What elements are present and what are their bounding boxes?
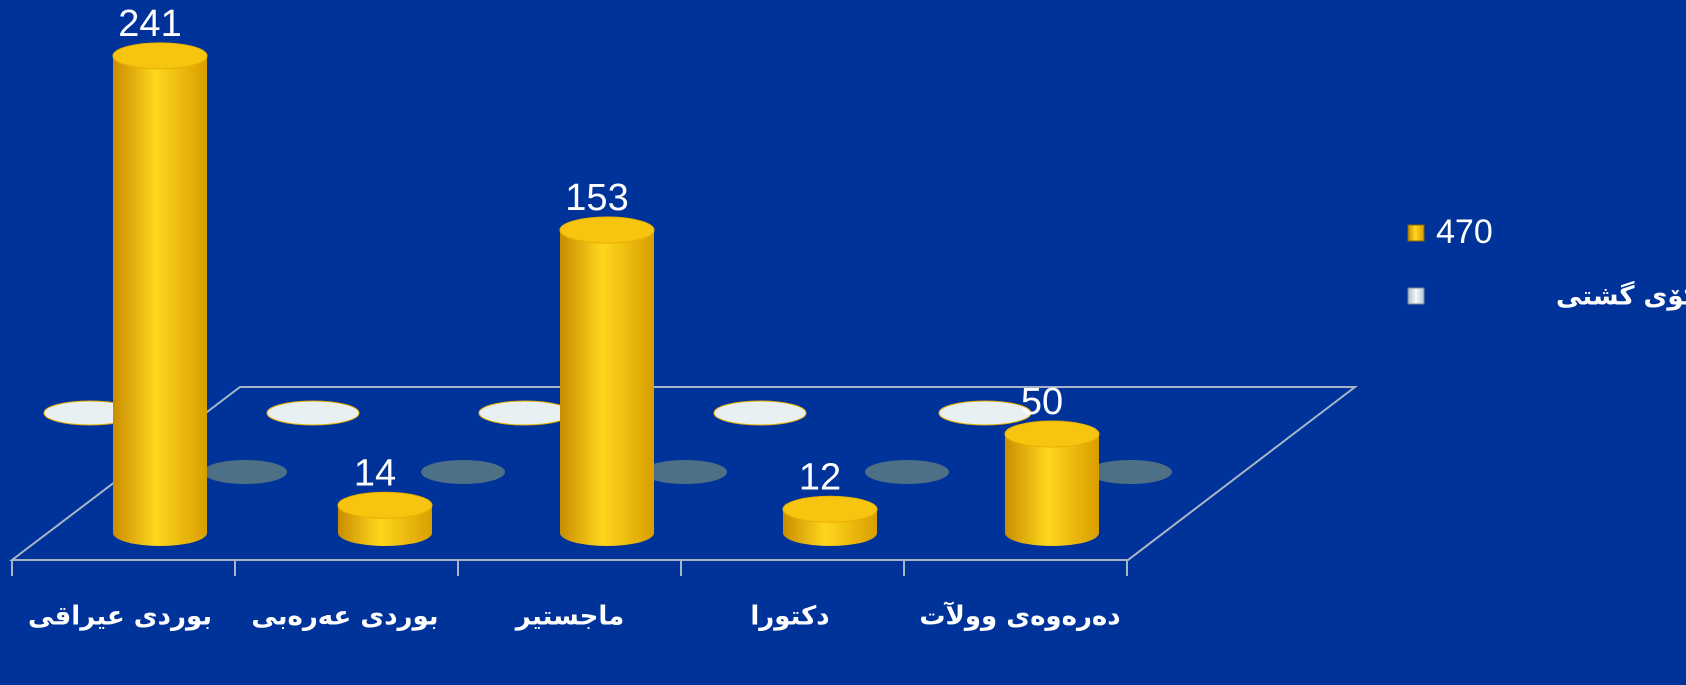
cylinder [713,400,807,426]
value-label: 12 [799,456,841,498]
cylinder [559,216,655,546]
shadow [643,460,727,484]
cylinder-top [266,400,360,426]
cylinder [337,491,433,546]
cylinder [938,400,1032,426]
value-label: 50 [1021,381,1063,423]
legend-swatch [1407,287,1425,305]
value-label: 153 [565,177,628,219]
shadow [421,460,505,484]
shadow [203,460,287,484]
cylinder-top [938,400,1032,426]
cylinder [1004,420,1100,546]
cylinder [782,495,878,546]
cylinder-top [782,495,878,523]
shadow [865,460,949,484]
cylinder-top [713,400,807,426]
x-tick-label: دکتورا [750,602,829,632]
front-row [112,42,1100,546]
value-label: 241 [118,3,181,45]
legend-label: 470 [1436,213,1493,251]
cylinder-body [560,230,654,546]
legend-label: کۆی گشتی [1556,281,1686,312]
cylinder-top [478,400,572,426]
x-tick-label: بوردی عیراقی [28,602,212,632]
cylinder [112,42,208,546]
cylinder-top [1004,420,1100,448]
cylinder-body [113,55,207,546]
shadow [1088,460,1172,484]
cylinder-top [337,491,433,519]
cylinder-body [1005,434,1099,546]
x-tick-label: دەرەوەی وولآت [919,601,1120,632]
cylinder-top [559,216,655,244]
x-tick-label: بوردی عەرەبی [251,602,438,632]
x-tick-label: ماجستیر [514,602,624,632]
cylinder [266,400,360,426]
cylinder [478,400,572,426]
legend-swatch [1407,224,1425,242]
value-label: 14 [354,452,396,494]
cylinder-top [112,42,208,70]
